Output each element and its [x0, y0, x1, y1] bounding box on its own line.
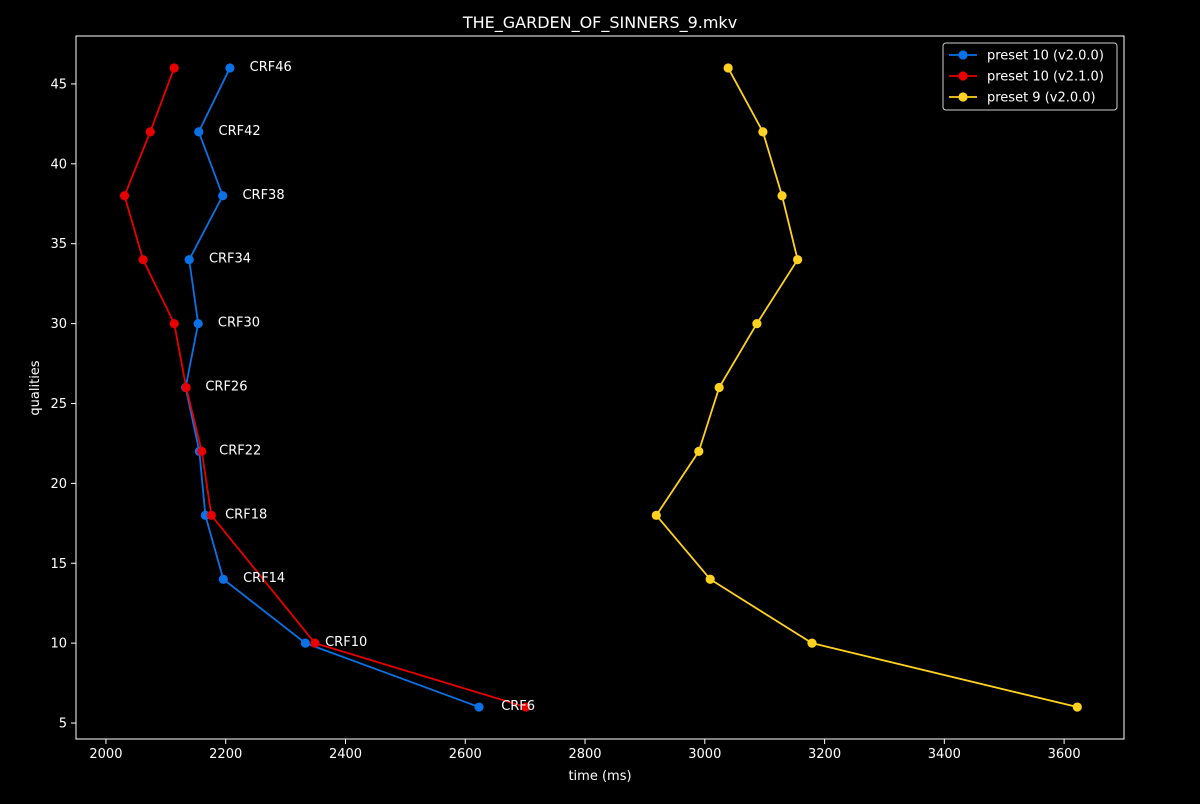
data-point	[752, 318, 762, 329]
data-point	[793, 255, 803, 265]
legend-marker	[958, 71, 968, 81]
plot-frame	[75, 35, 1125, 740]
legend-label: preset 9 (v2.0.0)	[987, 91, 1096, 106]
data-point	[723, 63, 733, 73]
y-tick-label: 5	[59, 717, 67, 732]
data-point	[206, 510, 216, 520]
data-point	[184, 255, 194, 265]
data-point	[1072, 702, 1082, 712]
crf-annotations: CRF6 CRF10 CRF14 CRF18 CRF22 CRF26 CRF30 CRF34 C…	[205, 60, 535, 714]
data-point	[145, 127, 155, 137]
data-point	[225, 63, 235, 73]
data-point	[169, 318, 179, 329]
x-tick-label: 3200	[808, 747, 841, 762]
y-tick-label: 15	[50, 557, 67, 572]
y-tick-label: 25	[50, 397, 67, 412]
crf-label: CRF46	[250, 60, 292, 75]
x-tick-label: 3000	[688, 747, 721, 762]
data-point	[218, 191, 228, 201]
data-point	[169, 63, 179, 73]
data-point	[300, 638, 310, 648]
crf-label: CRF6	[501, 699, 535, 714]
y-tick-label: 40	[50, 157, 67, 172]
legend-marker	[958, 92, 968, 102]
data-point	[758, 127, 768, 137]
legend-marker	[958, 50, 968, 60]
y-tick-label: 30	[50, 317, 67, 332]
crf-label: CRF22	[219, 443, 261, 458]
plot-series	[119, 63, 1082, 712]
series-2	[119, 63, 531, 712]
legend-item: preset 10 (v2.0.0)	[949, 49, 1104, 64]
legend-item: preset 10 (v2.1.0)	[949, 70, 1104, 85]
data-point	[474, 702, 484, 712]
data-point	[694, 446, 704, 457]
x-tick-label: 2400	[329, 747, 362, 762]
data-point	[194, 127, 204, 137]
x-tick-label: 3400	[928, 747, 961, 762]
data-point	[521, 702, 531, 712]
crf-label: CRF30	[218, 316, 260, 331]
crf-label: CRF26	[205, 380, 247, 395]
data-point	[138, 255, 148, 265]
crf-label: CRF34	[209, 252, 251, 267]
y-tick-label: 35	[50, 237, 67, 252]
crf-label: CRF38	[242, 188, 284, 203]
series-3	[651, 63, 1082, 712]
legend-item: preset 9 (v2.0.0)	[949, 91, 1096, 106]
axes: 2000 2200 2400 2600 2800 3000 3200 3400 3600 5 10 1…	[50, 35, 1125, 762]
data-point	[777, 191, 787, 201]
data-point	[119, 191, 130, 201]
y-tick-label: 45	[50, 77, 67, 92]
x-tick-label: 2800	[568, 747, 601, 762]
data-point	[181, 382, 191, 393]
legend: preset 10 (v2.0.0) preset 10 (v2.1.0) pres…	[942, 42, 1118, 111]
x-tick-label: 3600	[1048, 747, 1081, 762]
y-tick-label: 20	[50, 477, 67, 492]
data-point	[310, 638, 320, 648]
data-point	[705, 574, 715, 584]
crf-label: CRF14	[243, 571, 285, 586]
y-axis-label: qualities	[28, 360, 43, 415]
crf-label: CRF18	[225, 507, 267, 522]
x-tick-label: 2600	[449, 747, 482, 762]
x-axis-label: time (ms)	[568, 769, 631, 784]
series-line	[123, 67, 527, 708]
crf-label: CRF10	[325, 635, 367, 650]
legend-label: preset 10 (v2.0.0)	[987, 49, 1104, 64]
x-tick-label: 2000	[89, 747, 122, 762]
y-tick-label: 10	[50, 637, 67, 652]
crf-label: CRF42	[219, 124, 261, 139]
data-point	[651, 510, 661, 520]
legend-label: preset 10 (v2.1.0)	[987, 70, 1104, 85]
x-tick-label: 2200	[209, 747, 242, 762]
data-point	[218, 574, 228, 584]
legend-frame	[942, 42, 1118, 111]
data-point	[807, 638, 817, 648]
data-point	[714, 382, 724, 393]
chart-title: THE_GARDEN_OF_SINNERS_9.mkv	[462, 13, 737, 33]
data-point	[197, 446, 207, 457]
data-point	[193, 318, 203, 329]
